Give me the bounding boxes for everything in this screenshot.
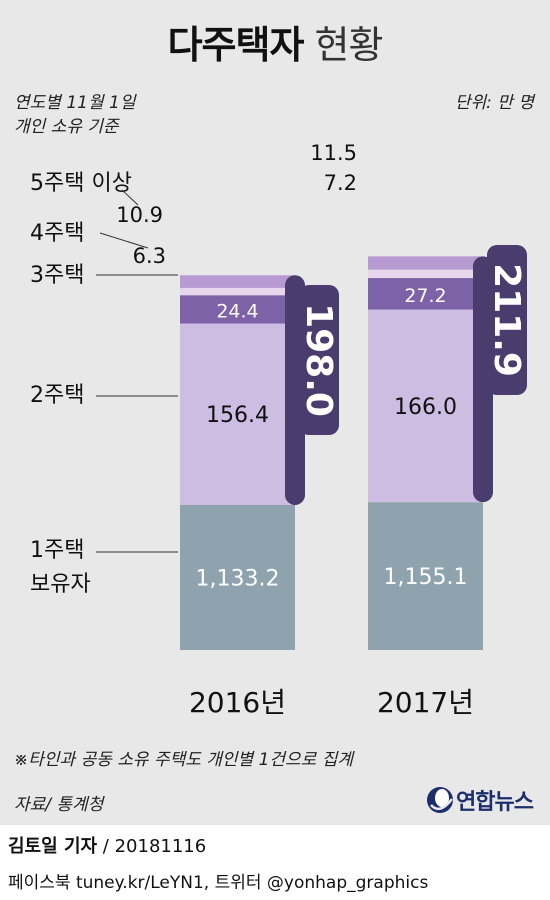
- social-links: 페이스북 tuney.kr/LeYN1, 트위터 @yonhap_graphic…: [8, 873, 429, 893]
- reporter-name: 김토일 기자: [8, 836, 98, 857]
- stacked-bar-chart: 1,133.2 1,155.1 156.4 166.0 24.4 27.2 10.9 6.3 1…: [30, 141, 527, 719]
- source-note: 자료/ 통계청: [14, 795, 104, 815]
- basis-note-line1: 연도별 11월 1일: [14, 93, 136, 113]
- legend-leader-5: [121, 189, 139, 206]
- logo-text: 연합뉴스: [456, 790, 534, 815]
- total-bracket-tab-2: [487, 245, 527, 395]
- data-label-2-3: 27.2: [404, 285, 446, 307]
- data-label-2-5: 11.5: [310, 141, 357, 165]
- legend-label-2: 2주택: [30, 383, 84, 408]
- bar-segment-1-5: [180, 275, 295, 288]
- legend-label-4: 4주택: [30, 221, 84, 246]
- footnote: ※타인과 공동 소유 주택도 개인별 1건으로 집계: [14, 750, 354, 770]
- bar-segment-2-5: [368, 256, 483, 270]
- data-label-1-1: 1,133.2: [196, 566, 280, 591]
- legend-label-3: 3주택: [30, 263, 84, 288]
- data-label-1-3: 24.4: [216, 300, 258, 322]
- yonhap-logo: 연합뉴스: [425, 782, 545, 816]
- legend-leader-4: [99, 232, 149, 249]
- yonhap-logo-icon: [427, 787, 453, 813]
- byline-date: / 20181116: [97, 836, 207, 857]
- data-label-2-4: 7.2: [324, 171, 357, 195]
- total-bracket-tab-1: [299, 285, 339, 435]
- total-label-2: 211.9: [486, 263, 527, 377]
- bar-segment-2-4: [368, 269, 483, 279]
- total-label-1: 198.0: [298, 303, 339, 417]
- category-label-1: 2016년: [189, 686, 286, 719]
- data-label-2-2: 166.0: [394, 395, 457, 420]
- bar-segment-2-2: [368, 309, 483, 503]
- bar-segment-1-2: [180, 323, 295, 505]
- bar-segment-1-1: [180, 504, 295, 650]
- bar-segment-2-3: [368, 278, 483, 310]
- legend-label-5: 5주택 이상: [30, 171, 132, 196]
- title-bold: 다주택자: [167, 23, 305, 67]
- category-label-2: 2017년: [377, 686, 474, 719]
- legend-label-1-line2: 보유자: [30, 572, 91, 597]
- data-label-1-5: 10.9: [116, 203, 163, 227]
- data-label-1-4: 6.3: [133, 244, 166, 268]
- basis-note-line2: 개인 소유 기준: [14, 117, 119, 137]
- bar-segment-2-1: [368, 502, 483, 650]
- bar-segment-1-3: [180, 295, 295, 324]
- data-label-2-1: 1,155.1: [384, 565, 468, 590]
- data-label-1-2: 156.4: [206, 403, 269, 428]
- bar-segment-1-4: [180, 287, 295, 296]
- unit-note: 단위: 만 명: [454, 93, 534, 113]
- page-title: 다주택자 현황: [0, 14, 550, 69]
- legend-label-1: 1주택: [30, 538, 84, 563]
- byline: 김토일 기자 / 20181116: [8, 832, 206, 858]
- title-light: 현황: [314, 23, 384, 67]
